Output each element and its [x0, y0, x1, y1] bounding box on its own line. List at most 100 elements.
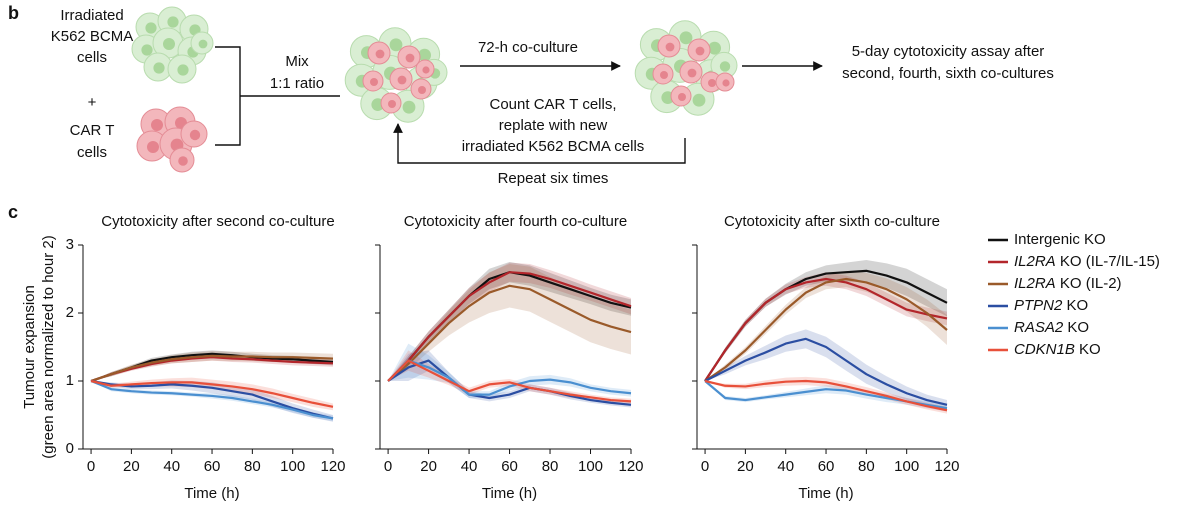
- x-tick-label: 100: [894, 458, 919, 475]
- cell-nucleus: [660, 71, 668, 79]
- x-tick-label: 60: [818, 458, 835, 475]
- cell-nucleus: [163, 38, 175, 50]
- series-line: [704, 379, 948, 412]
- cell-nucleus: [678, 93, 686, 101]
- input-label: cells: [77, 49, 107, 66]
- chart-title: Cytotoxicity after sixth co-culture: [724, 213, 940, 230]
- series-line: [387, 271, 632, 382]
- cell-nucleus: [177, 64, 189, 76]
- diagram-labels: Irradiated K562 BCMA cells + CAR T cells…: [51, 7, 1054, 187]
- y-axis-label: (green area normalized to hour 2): [40, 235, 57, 458]
- cell-nucleus: [708, 79, 716, 87]
- cell-nucleus: [145, 22, 157, 34]
- cell-nucleus: [402, 100, 416, 114]
- x-tick-label: 20: [420, 458, 437, 475]
- error-band: [705, 329, 947, 410]
- cell-nucleus: [389, 38, 403, 52]
- cell-nucleus: [167, 16, 179, 28]
- cell-nucleus: [189, 129, 201, 141]
- legend-label: CDKN1B KO: [1014, 341, 1101, 358]
- cell-nucleus: [665, 42, 675, 52]
- cell-nucleus: [178, 156, 188, 166]
- x-tick-label: 0: [384, 458, 392, 475]
- input-label: cells: [77, 144, 107, 161]
- legend-label: IL2RA KO (IL-2): [1014, 275, 1122, 292]
- x-tick-label: 0: [701, 458, 709, 475]
- y-tick-label: 3: [66, 236, 74, 253]
- chart: Cytotoxicity after sixth co-culture 0 20 40…: [692, 213, 960, 502]
- step-label: replate with new: [499, 117, 608, 134]
- input-label: K562 BCMA: [51, 28, 134, 45]
- chart-title: Cytotoxicity after fourth co-culture: [404, 213, 627, 230]
- error-band: [388, 343, 631, 398]
- panel-label: c: [8, 202, 18, 222]
- cell-nucleus: [695, 46, 705, 56]
- x-tick-label: 60: [501, 458, 518, 475]
- input-label: Irradiated: [60, 7, 123, 24]
- chart: Cytotoxicity after second co-culture 0 1 2 3…: [21, 213, 346, 502]
- error-band: [388, 262, 631, 381]
- x-tick-label: 100: [280, 458, 305, 475]
- x-axis-label: Time (h): [482, 485, 537, 502]
- cell-nucleus: [679, 31, 693, 45]
- legend-label: IL2RA KO (IL-7/IL-15): [1014, 253, 1160, 270]
- assay-label: 5-day cytotoxicity assay after: [852, 43, 1045, 60]
- cell-nucleus: [418, 86, 426, 94]
- y-tick-label: 0: [66, 440, 74, 457]
- cell-nucleus: [397, 75, 407, 85]
- x-tick-label: 60: [204, 458, 221, 475]
- cell-nucleus: [388, 100, 396, 108]
- cell-nucleus: [147, 141, 159, 153]
- charts: Cytotoxicity after second co-culture 0 1 2 3…: [21, 213, 1160, 502]
- mix-label: 1:1 ratio: [270, 75, 324, 92]
- error-band: [705, 376, 947, 414]
- legend-label: Intergenic KO: [1014, 231, 1106, 248]
- error-band: [91, 381, 333, 422]
- mix-bracket: [215, 46, 340, 146]
- x-tick-label: 100: [578, 458, 603, 475]
- y-tick-label: 2: [66, 304, 74, 321]
- error-band: [705, 381, 947, 412]
- series-line: [90, 379, 334, 420]
- x-tick-label: 120: [618, 458, 643, 475]
- error-band: [388, 264, 631, 381]
- series-line: [387, 359, 632, 396]
- diagram-connectors: [215, 46, 823, 164]
- assay-label: second, fourth, sixth co-cultures: [842, 65, 1054, 82]
- cell-nucleus: [141, 44, 153, 56]
- series-line: [387, 359, 632, 403]
- x-tick-label: 80: [244, 458, 261, 475]
- x-tick-label: 80: [542, 458, 559, 475]
- x-tick-label: 20: [737, 458, 754, 475]
- input-label: CAR T: [70, 122, 115, 139]
- series-line: [90, 379, 334, 408]
- step-label: Count CAR T cells,: [490, 96, 617, 113]
- x-tick-label: 40: [461, 458, 478, 475]
- cell-nucleus: [375, 49, 385, 59]
- chart-title: Cytotoxicity after second co-culture: [101, 213, 334, 230]
- series-line: [90, 379, 334, 420]
- mix-label: Mix: [285, 53, 309, 70]
- x-tick-label: 40: [777, 458, 794, 475]
- legend-label: RASA2 KO: [1014, 319, 1089, 336]
- cell-nucleus: [153, 62, 165, 74]
- x-tick-label: 20: [123, 458, 140, 475]
- series-line: [704, 277, 948, 382]
- cell-nucleus: [151, 119, 163, 131]
- legend: Intergenic KO IL2RA KO (IL-7/IL-15) IL2RA …: [988, 231, 1160, 358]
- x-tick-label: 40: [163, 458, 180, 475]
- step-label: irradiated K562 BCMA cells: [462, 138, 645, 155]
- x-tick-label: 120: [934, 458, 959, 475]
- cell-nucleus: [405, 53, 415, 63]
- cell-nucleus: [708, 41, 721, 55]
- series-line: [704, 277, 948, 382]
- series-line: [704, 337, 948, 406]
- x-axis-label: Time (h): [798, 485, 853, 502]
- cell-illustrations: [131, 6, 738, 173]
- y-tick-label: 1: [66, 372, 74, 389]
- cell-nucleus: [722, 79, 730, 87]
- cell-nucleus: [198, 39, 208, 49]
- loop-arrow: [393, 123, 686, 164]
- cell-nucleus: [687, 68, 697, 78]
